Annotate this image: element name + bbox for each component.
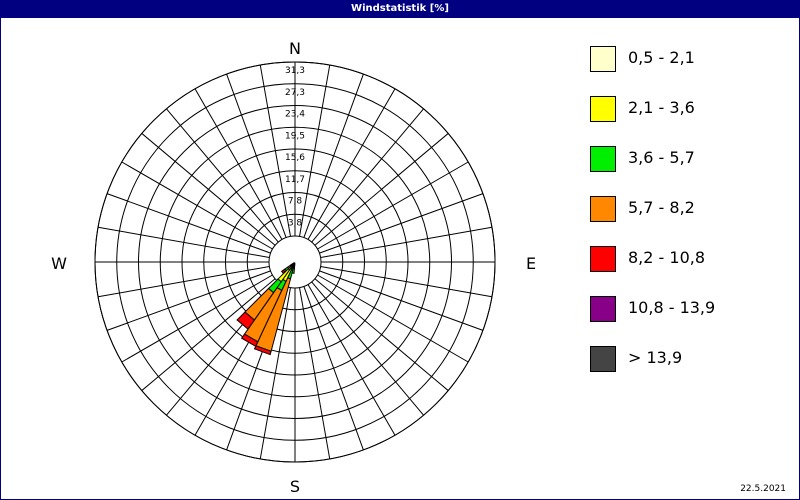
- legend-swatch: [590, 196, 616, 222]
- grid-spoke: [319, 270, 484, 331]
- grid-spoke: [319, 193, 484, 254]
- compass-west: W: [51, 254, 67, 273]
- compass-east: E: [526, 254, 536, 273]
- grid-spoke: [121, 161, 273, 250]
- window-title: Windstatistik [%]: [0, 0, 800, 18]
- grid-spoke: [307, 88, 396, 240]
- legend-label: 8,2 - 10,8: [628, 248, 706, 267]
- radial-tick-label: 11,7: [285, 175, 305, 185]
- rose-wedge: [253, 345, 272, 356]
- grid-spoke: [307, 284, 396, 436]
- rose-wedge: [236, 311, 256, 330]
- legend-swatch: [590, 96, 616, 122]
- radial-tick-label: 19,5: [285, 131, 305, 141]
- grid-spoke: [311, 108, 424, 243]
- radial-tick-label: 23,4: [285, 110, 305, 120]
- grid-spoke: [311, 281, 424, 416]
- grid-spoke: [141, 278, 276, 391]
- grid-spoke: [97, 266, 270, 298]
- grid-spoke: [303, 286, 364, 451]
- radial-tick-label: 3,8: [288, 218, 303, 228]
- legend-label: 2,1 - 3,6: [628, 98, 695, 117]
- grid-spoke: [259, 287, 291, 460]
- legend-label: 0,5 - 2,1: [628, 48, 695, 67]
- radial-tick-label: 31,3: [285, 66, 305, 76]
- grid-spoke: [121, 274, 273, 363]
- grid-spoke: [314, 278, 449, 391]
- grid-spoke: [141, 133, 276, 246]
- grid-spoke: [226, 73, 287, 238]
- grid-spoke: [166, 108, 279, 243]
- grid-spoke: [303, 73, 364, 238]
- grid-spoke: [97, 226, 270, 258]
- grid-spoke: [314, 133, 449, 246]
- legend-label: 10,8 - 13,9: [628, 298, 716, 317]
- legend-swatch: [590, 296, 616, 322]
- legend-label: 5,7 - 8,2: [628, 198, 695, 217]
- compass-south: S: [290, 477, 300, 496]
- rose-wedge: [240, 333, 259, 348]
- legend-swatch: [590, 146, 616, 172]
- radial-tick-label: 7,8: [288, 197, 303, 207]
- legend-swatch: [590, 46, 616, 72]
- grid-spoke: [320, 226, 493, 258]
- grid-spoke: [259, 64, 291, 237]
- legend-label: 3,6 - 5,7: [628, 148, 695, 167]
- radial-tick-label: 15,6: [285, 153, 305, 163]
- rose-wedge: [280, 269, 286, 275]
- grid-spoke: [317, 274, 469, 363]
- legend-label: > 13,9: [628, 348, 683, 367]
- radial-tick-label: 27,3: [285, 88, 305, 98]
- legend-swatch: [590, 346, 616, 372]
- compass-north: N: [289, 39, 301, 58]
- grid-spoke: [299, 287, 331, 460]
- grid-spoke: [317, 161, 469, 250]
- grid-spoke: [320, 266, 493, 298]
- grid-spoke: [106, 270, 271, 331]
- date-label: 22.5.2021: [740, 484, 786, 494]
- grid-spoke: [106, 193, 271, 254]
- grid-spoke: [194, 88, 283, 240]
- legend-swatch: [590, 246, 616, 272]
- rose-wedge: [291, 267, 295, 274]
- grid-spoke: [299, 64, 331, 237]
